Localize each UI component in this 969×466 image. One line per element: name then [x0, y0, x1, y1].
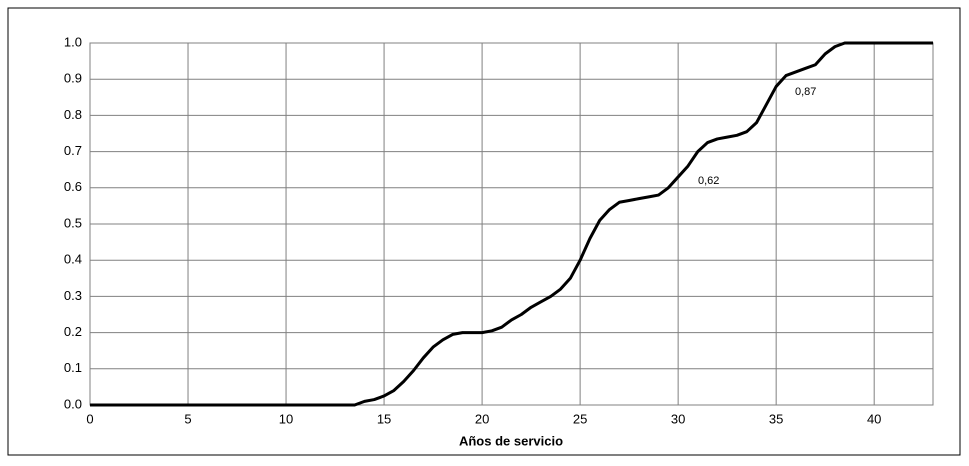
y-tick-label: 0.1 [64, 360, 82, 375]
x-tick-label: 15 [377, 411, 391, 426]
y-tick-label: 0.9 [64, 71, 82, 86]
x-tick-label: 35 [769, 411, 783, 426]
y-tick-label: 0.3 [64, 288, 82, 303]
y-tick-label: 1.0 [64, 34, 82, 49]
x-axis-title: Años de servicio [459, 433, 563, 448]
x-tick-label: 30 [671, 411, 685, 426]
y-tick-label: 0.6 [64, 179, 82, 194]
plot-frame [89, 42, 934, 406]
chart-border [7, 7, 961, 456]
annotation: 0,62 [698, 175, 719, 187]
line [90, 41, 933, 407]
x-tick-label: 25 [573, 411, 587, 426]
y-tick-label: 0.0 [64, 396, 82, 411]
annotation: 0,87 [795, 86, 816, 98]
y-tick-label: 0.4 [64, 252, 82, 267]
y-tick-label: 0.5 [64, 215, 82, 230]
x-tick-label: 0 [86, 411, 93, 426]
x-tick-label: 10 [279, 411, 293, 426]
x-tick-label: 20 [475, 411, 489, 426]
y-tick-label: 0.2 [64, 324, 82, 339]
x-tick-label: 40 [867, 411, 881, 426]
x-tick-label: 5 [184, 411, 191, 426]
y-tick-label: 0.7 [64, 143, 82, 158]
y-tick-label: 0.8 [64, 107, 82, 122]
